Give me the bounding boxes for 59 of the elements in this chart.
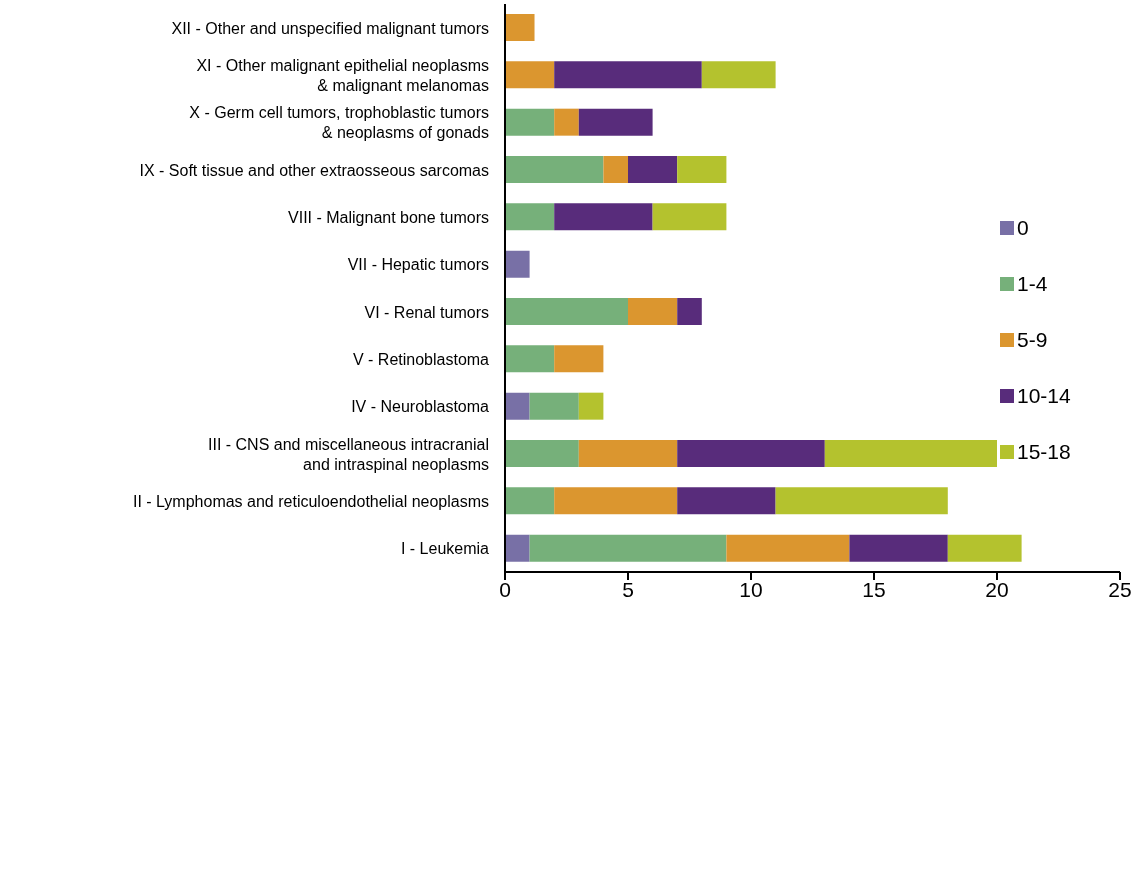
y-tick-label: III - CNS and miscellaneous intracranial and intraspinal neoplasms: [207, 435, 489, 473]
bar: [505, 14, 535, 41]
bar: [578, 440, 678, 467]
x-tick-label: 15: [862, 577, 886, 601]
bar: [849, 534, 948, 562]
x-tick-label: 0: [499, 577, 511, 601]
bar: [554, 203, 653, 231]
x-tick-label: 10: [739, 577, 763, 601]
x-tick-label: 20: [985, 577, 1009, 601]
y-tick-label: IV - Neuroblastoma: [351, 397, 490, 415]
y-tick-label: X - Germ cell tumors, trophoblastic tumors & neoplasms of gonads: [189, 103, 489, 141]
bar: [628, 298, 678, 325]
bar: [505, 250, 530, 278]
bar: [554, 345, 604, 373]
bar: [578, 108, 653, 136]
bar: [824, 440, 997, 467]
x-tick-label: 5: [622, 577, 634, 601]
y-tick-label: VI - Renal tumors: [364, 303, 489, 321]
y-tick-label: II - Lymphomas and reticuloendothelial neoplasms: [132, 492, 489, 510]
y-tick-label: XII - Other and unspecified malignant tumors: [171, 19, 489, 37]
y-tick-label: VIII - Malignant bone tumors: [288, 208, 489, 226]
legend-label: 1-4: [1017, 272, 1048, 296]
bar: [529, 392, 579, 420]
bar: [677, 440, 825, 467]
bar: [652, 203, 727, 231]
y-tick-label: IX - Soft tissue and other extraosseous sarcomas: [139, 161, 489, 179]
bar: [603, 156, 628, 183]
y-tick-label: XI - Other malignant epithelial neoplasms & malignant melanomas: [196, 56, 489, 94]
legend-label: 5-9: [1017, 328, 1048, 352]
bar: [505, 440, 579, 467]
bar: [578, 392, 604, 420]
bar: [505, 203, 555, 231]
bar: [554, 487, 678, 515]
legend-label: 15-18: [1017, 440, 1071, 464]
legend-label: 10-14: [1017, 384, 1071, 408]
bar: [505, 108, 555, 136]
bar: [505, 487, 555, 515]
bar: [701, 61, 776, 89]
bar: [628, 156, 678, 183]
bar: [775, 487, 948, 515]
bar: [505, 345, 555, 373]
bar: [505, 156, 604, 183]
bar: [677, 156, 727, 183]
bar: [947, 534, 1022, 562]
x-tick-label: 25: [1108, 577, 1132, 601]
y-tick-label: I - Leukemia: [400, 539, 490, 557]
bar: [505, 534, 530, 562]
bar: [677, 298, 702, 325]
bar: [505, 392, 530, 420]
bar: [726, 534, 850, 562]
bar: [529, 534, 727, 562]
bar: [554, 61, 702, 89]
bar: [505, 61, 555, 89]
legend-label: 0: [1017, 216, 1029, 240]
y-tick-label: V - Retinoblastoma: [352, 350, 490, 368]
bar: [505, 298, 628, 325]
y-tick-label: VII - Hepatic tumors: [347, 255, 489, 273]
bar: [554, 108, 579, 136]
bar: [677, 487, 776, 515]
